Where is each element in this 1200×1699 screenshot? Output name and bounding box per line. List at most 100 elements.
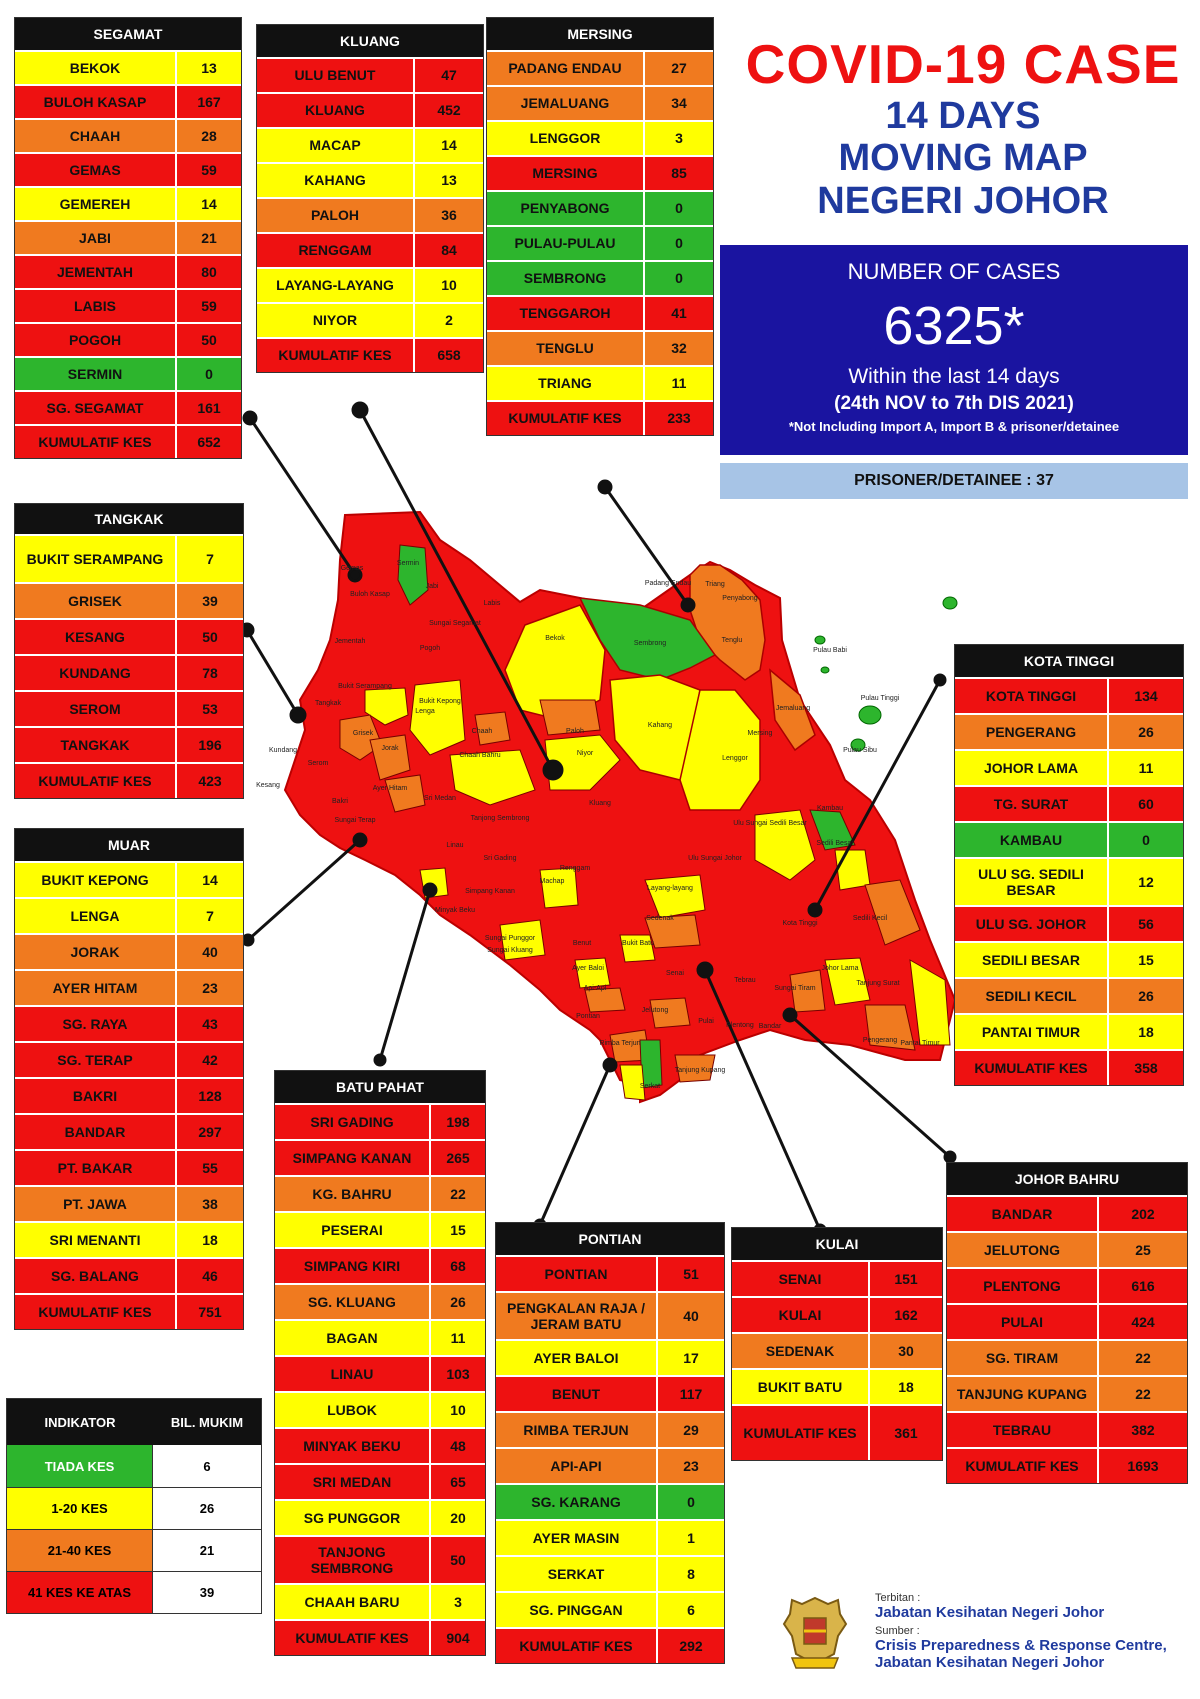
table-row: AYER BALOI 17	[496, 1339, 724, 1375]
mukim-cases: 22	[1099, 1377, 1187, 1411]
tangkak-header: TANGKAK	[15, 504, 243, 534]
map-label: Pogoh	[420, 645, 440, 652]
mukim-name: SRI MENANTI	[15, 1223, 177, 1257]
map-sedili-kecil	[864, 879, 921, 946]
table-row: PADANG ENDAU 27	[487, 50, 713, 85]
mukim-name: KUMULATIF KES	[15, 1295, 177, 1329]
map-label: Sermin	[397, 560, 419, 567]
mukim-name: PONTIAN	[496, 1257, 658, 1291]
table-row: PESERAI 15	[275, 1211, 485, 1247]
mukim-cases: 59	[177, 154, 241, 186]
mukim-cases: 358	[1109, 1051, 1183, 1085]
map-bukit-batu	[619, 934, 656, 963]
table-row: SENAI 151	[732, 1260, 942, 1296]
table-row: JEMENTAH 80	[15, 254, 241, 288]
table-batu-pahat: BATU PAHAT SRI GADING 198 SIMPANG KANAN 265 K…	[274, 1070, 486, 1656]
table-row: PANTAI TIMUR 18	[955, 1013, 1183, 1049]
table-row: GRISEK 39	[15, 582, 243, 618]
mukim-cases: 23	[658, 1449, 724, 1483]
map-paloh	[539, 699, 601, 736]
map-place-labels: Gemas Sermin Buloh Kasap Jabi Labis Sungai Se…	[256, 560, 940, 1090]
table-row: BUKIT KEPONG 14	[15, 861, 243, 897]
map-label: Sri Gading	[483, 855, 516, 862]
table-row: CHAAH BARU 3	[275, 1583, 485, 1619]
table-row: GEMEREH 14	[15, 186, 241, 220]
map-label: Jelutong	[642, 1007, 669, 1014]
mukim-cases: 297	[177, 1115, 243, 1149]
mukim-name: KUMULATIF KES	[15, 764, 177, 798]
table-row: JEMALUANG 34	[487, 85, 713, 120]
mukim-cases: 3	[431, 1585, 485, 1619]
mukim-name: PADANG ENDAU	[487, 52, 645, 85]
mukim-cases: 15	[431, 1213, 485, 1247]
mukim-name: ULU SG. SEDILI BESAR	[955, 859, 1109, 905]
map-label: Bakri	[332, 798, 348, 805]
mukim-cases: 32	[645, 332, 713, 365]
mukim-name: SRI MEDAN	[275, 1465, 431, 1499]
table-row: MINYAK BEKU 48	[275, 1427, 485, 1463]
mukim-cases: 40	[658, 1293, 724, 1339]
map-label: Gemas	[341, 565, 364, 572]
mukim-name: LABIS	[15, 290, 177, 322]
table-row: SEDILI KECIL 26	[955, 977, 1183, 1013]
table-kulai: KULAI SENAI 151 KULAI 162 SEDENAK 30 BUKIT BATU…	[731, 1227, 943, 1461]
map-label: Serom	[308, 760, 329, 767]
map-label: Bukit Batu	[622, 940, 654, 947]
mukim-name: KLUANG	[257, 94, 415, 127]
map-island-1	[942, 596, 958, 610]
table-row: KUMULATIF KES 658	[257, 337, 483, 372]
cases-note: *Not Including Import A, Import B & pris…	[788, 419, 1120, 434]
mukim-name: TENGGAROH	[487, 297, 645, 330]
table-row: KUMULATIF KES 233	[487, 400, 713, 435]
table-row: KULAI 162	[732, 1296, 942, 1332]
legend-table: INDIKATOR BIL. MUKIM TIADA KES 6 1-20 KES 2…	[6, 1398, 262, 1614]
table-row: SEROM 53	[15, 690, 243, 726]
legend-count: 39	[153, 1572, 261, 1613]
mukim-cases: 751	[177, 1295, 243, 1329]
mukim-cases: 3	[645, 122, 713, 155]
map-label: Johor Lama	[822, 965, 859, 972]
table-row: BENUT 117	[496, 1375, 724, 1411]
mukim-cases: 51	[658, 1257, 724, 1291]
mukim-name: KOTA TINGGI	[955, 679, 1109, 713]
mukim-name: KUMULATIF KES	[955, 1051, 1109, 1085]
mukim-name: PT. JAWA	[15, 1187, 177, 1221]
mukim-cases: 47	[415, 59, 483, 92]
map-label: Benut	[573, 940, 591, 947]
mukim-cases: 202	[1099, 1197, 1187, 1231]
map-label: Triang	[705, 581, 725, 588]
mukim-cases: 167	[177, 86, 241, 118]
mukim-name: SG. TIRAM	[947, 1341, 1099, 1375]
mukim-cases: 78	[177, 656, 243, 690]
mukim-cases: 11	[1109, 751, 1183, 785]
table-row: SEDILI BESAR 15	[955, 941, 1183, 977]
title-14-days: 14 DAYS	[885, 95, 1041, 137]
map-label: Sri Medan	[424, 795, 456, 802]
map-pantai-timur	[909, 959, 951, 1046]
mukim-name: BANDAR	[15, 1115, 177, 1149]
legend-label: 1-20 KES	[7, 1488, 153, 1529]
mukim-name: KAMBAU	[955, 823, 1109, 857]
table-row: KAHANG 13	[257, 162, 483, 197]
table-row: SG PUNGGOR 20	[275, 1499, 485, 1535]
table-row: SG. TERAP 42	[15, 1041, 243, 1077]
mukim-cases: 0	[645, 262, 713, 295]
map-label: Pantai Timur	[900, 1040, 940, 1047]
table-row: SG. KLUANG 26	[275, 1283, 485, 1319]
mukim-cases: 14	[177, 863, 243, 897]
table-row: KUMULATIF KES 1693	[947, 1447, 1187, 1483]
mukim-cases: 41	[645, 297, 713, 330]
table-row: LAYANG-LAYANG 10	[257, 267, 483, 302]
map-label: Ayer Baloi	[572, 965, 604, 972]
mukim-name: AYER HITAM	[15, 971, 177, 1005]
table-row: KOTA TINGGI 134	[955, 677, 1183, 713]
map-label: Tanjung Kupang	[675, 1067, 726, 1074]
table-row: TANGKAK 196	[15, 726, 243, 762]
mukim-name: SG. SEGAMAT	[15, 392, 177, 424]
map-bukit-kepong	[409, 679, 466, 756]
table-row: PENGKALAN RAJA / JERAM BATU 40	[496, 1291, 724, 1339]
table-row: PALOH 36	[257, 197, 483, 232]
map-layang-layang	[644, 874, 706, 919]
map-label: Pengerang	[863, 1037, 897, 1044]
publisher-name: Jabatan Kesihatan Negeri Johor	[875, 1604, 1105, 1621]
